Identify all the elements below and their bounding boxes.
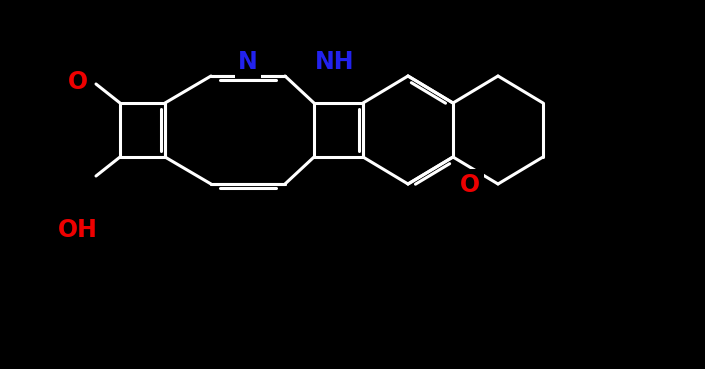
Text: O: O (460, 173, 480, 197)
Text: OH: OH (58, 218, 98, 242)
Text: N: N (238, 50, 258, 74)
Text: O: O (68, 70, 88, 94)
Text: NH: NH (315, 50, 355, 74)
